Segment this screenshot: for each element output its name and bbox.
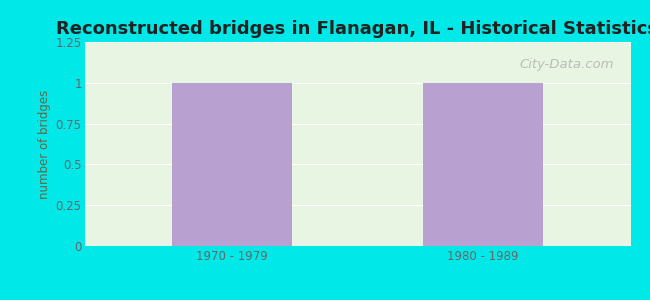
Bar <box>423 83 543 246</box>
Y-axis label: number of bridges: number of bridges <box>38 89 51 199</box>
Text: City-Data.com: City-Data.com <box>519 58 614 71</box>
Bar <box>172 83 292 246</box>
Title: Reconstructed bridges in Flanagan, IL - Historical Statistics: Reconstructed bridges in Flanagan, IL - … <box>57 20 650 38</box>
